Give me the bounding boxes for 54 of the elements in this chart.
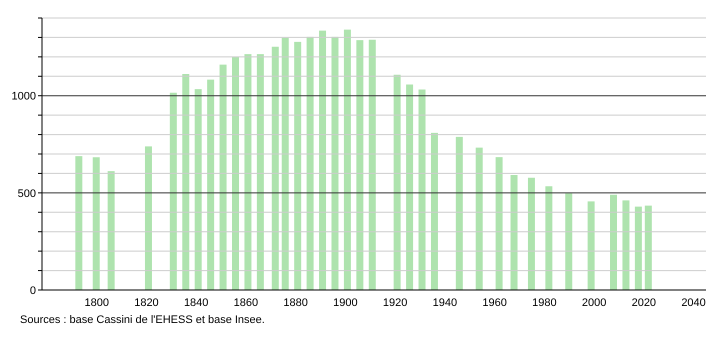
bar	[610, 194, 618, 290]
bar	[75, 156, 82, 290]
bar	[319, 30, 326, 290]
y-tick-label: 0	[30, 284, 36, 297]
bar	[356, 40, 364, 290]
x-tick-label: 2040	[681, 296, 706, 309]
bar	[565, 193, 572, 290]
bar	[394, 74, 401, 290]
bar	[644, 206, 652, 290]
bar	[622, 200, 630, 290]
x-tick-label: 1860	[234, 296, 258, 309]
bar	[456, 136, 463, 290]
bar	[182, 74, 190, 290]
bar	[476, 148, 483, 290]
x-tick-label: 1820	[134, 296, 159, 309]
x-tick-label: 1880	[283, 296, 308, 309]
bar	[256, 54, 264, 290]
x-tick-label: 1900	[333, 296, 358, 309]
x-tick-label: 1800	[84, 296, 109, 309]
x-tick-label: 1960	[482, 296, 507, 309]
bar	[92, 157, 100, 290]
bar	[331, 36, 338, 290]
bar	[306, 36, 314, 290]
bar	[144, 146, 152, 290]
x-tick-label: 1840	[184, 296, 208, 309]
bar	[496, 157, 503, 290]
x-tick-label: 1940	[432, 296, 458, 309]
bar	[588, 201, 595, 290]
bar	[244, 54, 252, 290]
bar	[510, 174, 518, 290]
bar	[220, 64, 227, 290]
x-tick-label: 1920	[382, 296, 408, 309]
bar	[194, 89, 202, 290]
bar	[272, 46, 279, 290]
bar	[545, 186, 552, 290]
bar	[207, 80, 214, 290]
bar	[282, 38, 289, 290]
bar	[430, 132, 438, 290]
bar	[294, 42, 302, 290]
bar	[634, 206, 642, 290]
bar	[406, 84, 414, 290]
bar	[170, 92, 177, 290]
bar	[528, 178, 535, 290]
bar	[368, 40, 376, 290]
bar	[418, 89, 426, 290]
bar	[108, 171, 115, 290]
bar	[232, 56, 240, 290]
bar	[344, 30, 351, 290]
x-tick-label: 1980	[532, 296, 557, 309]
y-tick-label: 1000	[12, 90, 36, 103]
x-tick-label: 2000	[582, 296, 606, 309]
y-tick-label: 500	[18, 188, 36, 200]
x-tick-label: 2020	[632, 296, 656, 309]
source-note: Sources : base Cassini de l'EHESS et base Insee.	[20, 314, 266, 326]
